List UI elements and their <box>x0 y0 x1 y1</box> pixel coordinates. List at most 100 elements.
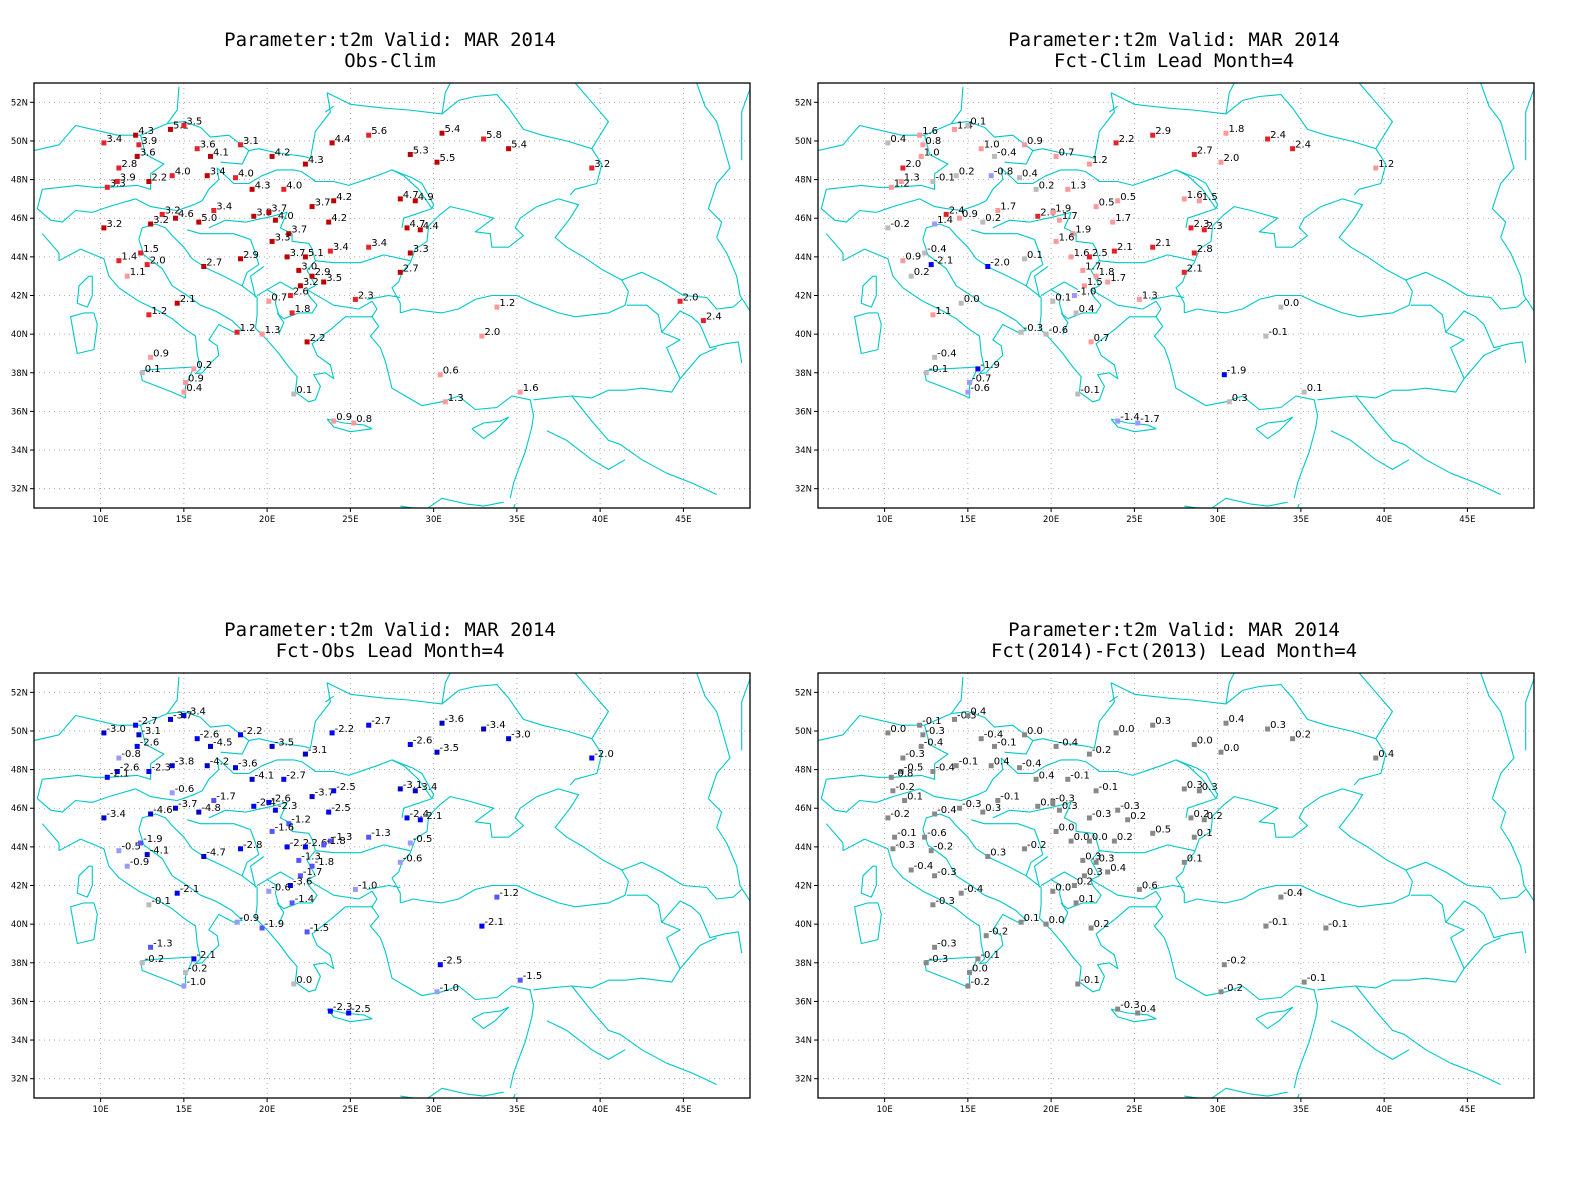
station: 0.1 <box>902 792 923 803</box>
coastline <box>187 819 260 876</box>
station-value: -1.5 <box>523 971 543 982</box>
station: -2.5 <box>346 1004 371 1016</box>
station-marker <box>479 333 485 339</box>
stations: 3.44.33.93.65.13.52.83.93.32.24.03.64.13… <box>101 117 722 426</box>
station-marker <box>238 142 243 148</box>
station: 0.3 <box>1181 780 1203 792</box>
station: 0.4 <box>1073 304 1095 316</box>
station-marker <box>437 962 443 968</box>
station-value: -3.5 <box>440 743 460 754</box>
station-marker <box>204 173 210 179</box>
station-value: 3.9 <box>141 136 157 147</box>
station-marker <box>331 198 337 204</box>
station-marker <box>1301 979 1307 985</box>
lon-tick-label: 35E <box>1293 515 1309 525</box>
station: -0.1 <box>930 173 955 184</box>
lat-tick-label: 32N <box>795 1075 812 1085</box>
station-marker <box>291 981 297 987</box>
station: 0.1 <box>1073 894 1095 906</box>
coastline <box>140 956 195 989</box>
station-marker <box>890 846 896 852</box>
station-marker <box>327 838 333 844</box>
coastline <box>884 720 925 726</box>
coastline <box>825 233 844 261</box>
lat-tick-label: 52N <box>11 98 28 108</box>
station-marker <box>985 854 991 859</box>
station: 1.7 <box>1110 213 1131 225</box>
station-marker <box>269 743 275 749</box>
station-marker <box>1373 165 1379 171</box>
station-value: -0.1 <box>1099 782 1119 793</box>
coastline <box>854 902 882 945</box>
station-marker <box>1043 331 1049 337</box>
station-marker <box>898 179 904 184</box>
station-marker <box>104 774 110 780</box>
station-value: 0.2 <box>1295 730 1311 741</box>
station-marker <box>351 420 357 426</box>
station-value: 0.1 <box>296 385 312 396</box>
coastline <box>621 271 743 310</box>
coastline <box>1500 237 1534 383</box>
station-marker <box>888 184 894 190</box>
axis-ticks: 10E 15E 20E 25E 30E 35E 40E 45E 32N 34N 36N 38N 40N 4… <box>795 688 1476 1115</box>
station: 1.2 <box>494 298 515 310</box>
coastline <box>818 124 885 152</box>
station-value: -1.8 <box>326 836 346 847</box>
station-marker <box>908 867 914 873</box>
coastline <box>1110 682 1387 786</box>
station: 2.8 <box>116 159 137 171</box>
station: -0.3 <box>1018 323 1043 335</box>
station-marker <box>404 815 410 821</box>
station: 0.7 <box>1053 147 1075 159</box>
panel-title-line1: Parameter:t2m Valid: MAR 2014 <box>1008 619 1340 641</box>
station-value: -0.1 <box>1268 327 1288 338</box>
station-value: 4.3 <box>138 126 154 137</box>
lat-tick-label: 34N <box>11 446 28 456</box>
station: -0.2 <box>183 963 208 975</box>
station: 3.7 <box>266 203 287 215</box>
station-marker <box>1073 900 1079 906</box>
station-value: 0.6 <box>443 366 459 377</box>
station-marker <box>289 900 295 906</box>
station-marker <box>104 184 110 190</box>
station-value: 0.0 <box>964 294 980 305</box>
station-marker <box>506 146 512 152</box>
station-marker <box>366 834 372 840</box>
lon-tick-label: 40E <box>592 515 608 525</box>
coastline <box>1099 844 1195 854</box>
panel-title-line1: Parameter:t2m Valid: MAR 2014 <box>224 29 556 51</box>
station: 3.7 <box>309 198 331 210</box>
station-value: 4.0 <box>286 180 302 191</box>
coastline <box>820 189 827 209</box>
station-value: 0.1 <box>145 364 161 375</box>
station-marker <box>932 873 938 879</box>
station-marker <box>479 923 485 929</box>
station: -3.8 <box>169 757 194 769</box>
station: -1.7 <box>211 792 236 803</box>
station: 1.4 <box>932 215 953 227</box>
station: -3.4 <box>181 707 206 718</box>
panel-title-line2: Fct-Clim Lead Month=4 <box>1053 50 1295 72</box>
station-marker <box>116 755 122 761</box>
station: 0.3 <box>1196 782 1218 794</box>
station: 0.5 <box>1150 824 1171 836</box>
station-value: -0.6 <box>271 882 291 893</box>
station-value: 0.3 <box>985 803 1001 814</box>
lon-tick-label: 15E <box>176 515 192 525</box>
station-value: -4.8 <box>201 803 221 814</box>
station-marker <box>281 186 287 192</box>
gridlines <box>818 673 1534 1098</box>
station-value: -1.4 <box>295 894 315 905</box>
coastline <box>310 169 433 228</box>
station-value: -1.9 <box>1227 366 1247 377</box>
lat-tick-label: 34N <box>11 1036 28 1046</box>
station-value: -0.2 <box>934 842 954 853</box>
lat-tick-label: 32N <box>795 485 812 495</box>
station-value: 5.6 <box>371 126 387 137</box>
station: -0.3 <box>1115 801 1140 813</box>
station-marker <box>1111 248 1117 254</box>
station-value: -2.8 <box>243 840 263 851</box>
lon-tick-label: 40E <box>1376 1105 1392 1115</box>
station-marker <box>296 857 302 863</box>
station: 0.2 <box>1088 919 1110 931</box>
